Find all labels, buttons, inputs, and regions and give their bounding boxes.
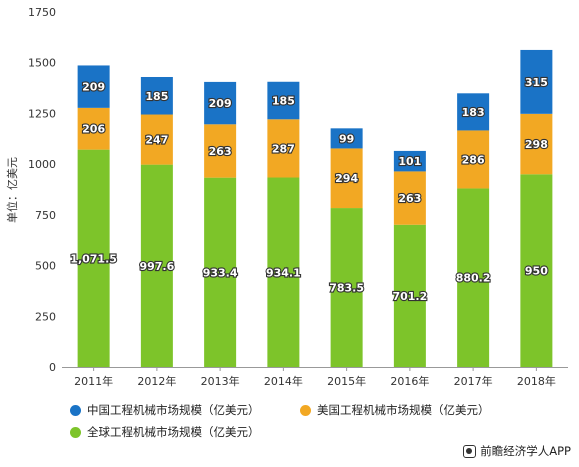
x-tick-label: 2012年 — [137, 374, 176, 388]
bar-segment — [457, 93, 490, 131]
y-tick-label: 1500 — [28, 57, 56, 70]
y-axis-label: 单位：亿美元 — [5, 157, 19, 223]
brand-logo-icon — [463, 444, 477, 458]
bar-segment — [520, 49, 553, 114]
bar-segment — [77, 65, 110, 108]
data-label: 783.5 — [329, 282, 364, 295]
bar-segment — [393, 224, 426, 367]
y-tick-label: 1750 — [28, 6, 56, 19]
bar-segment — [457, 188, 490, 367]
data-label: 997.6 — [139, 260, 174, 273]
bar-segment — [330, 148, 363, 209]
data-label: 934.1 — [266, 266, 301, 279]
brand-text: 前瞻经济学人APP — [480, 444, 571, 458]
data-label: 183 — [462, 106, 485, 119]
legend-swatch-usa — [300, 404, 311, 416]
bar-segment — [393, 150, 426, 172]
x-tick-label: 2014年 — [264, 374, 303, 388]
data-label: 185 — [272, 95, 295, 108]
x-tick-label: 2013年 — [201, 374, 240, 388]
y-axis-ticks: 0 250 500 750 1000 1250 1500 1750 — [28, 6, 56, 374]
data-label: 933.4 — [203, 266, 238, 279]
x-tick-label: 2018年 — [517, 374, 556, 388]
bar-segment — [204, 124, 237, 178]
data-label: 950 — [525, 265, 548, 278]
bar-segment — [267, 81, 300, 120]
data-label: 315 — [525, 76, 548, 89]
y-tick-label: 500 — [35, 260, 56, 273]
x-tick-label: 2017年 — [454, 374, 493, 388]
data-label: 185 — [145, 90, 168, 103]
bar-segment — [520, 174, 553, 367]
legend-item-global[interactable]: 全球工程机械市场规模（亿美元） — [70, 424, 260, 440]
legend-label-global: 全球工程机械市场规模（亿美元） — [87, 425, 260, 439]
bar-segment — [140, 76, 173, 115]
x-tick-label: 2011年 — [74, 374, 113, 388]
bar-segment — [330, 208, 363, 367]
legend-label-china: 中国工程机械市场规模（亿美元） — [87, 403, 260, 417]
data-label: 298 — [525, 138, 548, 151]
data-label: 287 — [272, 142, 295, 155]
data-label: 263 — [398, 192, 421, 205]
data-label: 247 — [145, 134, 168, 147]
data-label: 99 — [339, 132, 354, 145]
legend-swatch-china — [70, 404, 81, 416]
y-tick-label: 0 — [49, 361, 56, 374]
bar-segment — [77, 149, 110, 367]
data-label: 701.2 — [392, 290, 427, 303]
x-tick-label: 2015年 — [327, 374, 366, 388]
data-label: 101 — [398, 155, 421, 168]
bars — [77, 49, 553, 367]
y-tick-label: 750 — [35, 209, 56, 222]
bar-segment — [140, 114, 173, 165]
data-label: 286 — [462, 153, 485, 166]
data-label: 206 — [82, 123, 105, 136]
bar-segment — [204, 177, 237, 367]
bar-segment — [520, 113, 553, 175]
bar-segment — [267, 177, 300, 367]
legend-label-usa: 美国工程机械市场规模（亿美元） — [317, 403, 490, 417]
data-labels: 1,071.5 206 209 997.6 247 185 933.4 263 209 934.1… — [69, 75, 549, 304]
y-tick-label: 1000 — [28, 158, 56, 171]
bar-segment — [267, 119, 300, 178]
data-label: 1,071.5 — [70, 252, 117, 265]
x-tick-label: 2016年 — [390, 374, 429, 388]
bar-segment — [77, 107, 110, 150]
bar-segment — [140, 164, 173, 367]
y-tick-label: 1250 — [28, 107, 56, 120]
bar-segment — [330, 128, 363, 149]
x-axis-ticks: 2011年 2012年 2013年 2014年 2015年 2016年 2017年 2018年 — [74, 367, 556, 388]
bar-segment — [204, 81, 237, 125]
legend-swatch-global — [70, 426, 81, 438]
data-label: 209 — [209, 97, 232, 110]
legend-item-usa[interactable]: 美国工程机械市场规模（亿美元） — [300, 402, 490, 418]
data-label: 880.2 — [456, 272, 491, 285]
bar-segment — [457, 130, 490, 189]
legend-item-china[interactable]: 中国工程机械市场规模（亿美元） — [70, 402, 260, 418]
data-label: 263 — [209, 145, 232, 158]
y-tick-label: 250 — [35, 310, 56, 323]
data-label: 209 — [82, 81, 105, 94]
bar-segment — [393, 171, 426, 225]
brand-footer: 前瞻经济学人APP — [463, 443, 571, 459]
data-label: 294 — [335, 172, 358, 185]
